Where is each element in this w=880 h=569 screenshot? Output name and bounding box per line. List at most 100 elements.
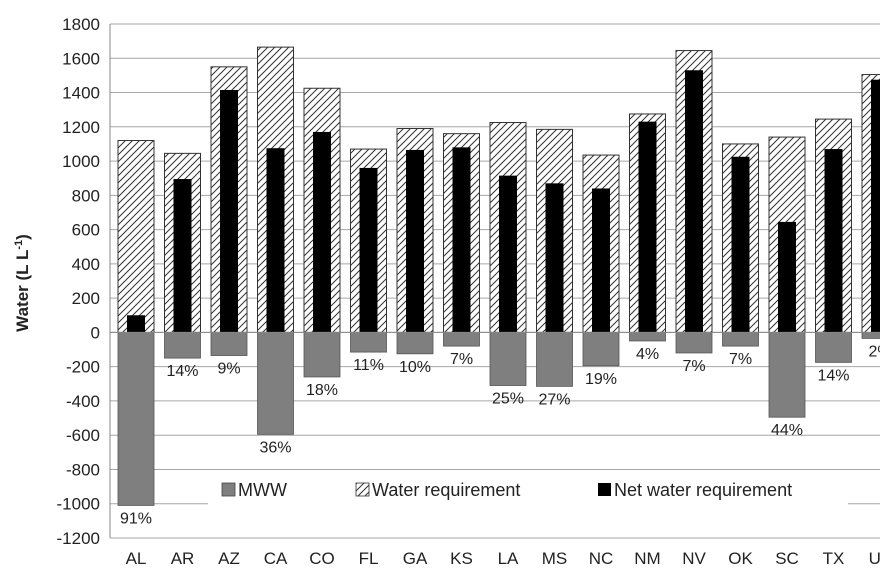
x-tick-label-tx: TX <box>823 549 845 568</box>
x-tick-label-ca: CA <box>264 549 288 568</box>
bar-mww-ks <box>443 331 480 347</box>
y-tick-label: -600 <box>66 426 100 445</box>
x-tick-label-sc: SC <box>775 549 799 568</box>
y-tick-label: 1200 <box>62 118 100 137</box>
percent-label-ms: 27% <box>538 391 570 408</box>
x-tick-label-az: AZ <box>218 549 240 568</box>
percent-label-co: 18% <box>306 382 338 399</box>
bar-net-water-requirement-nv <box>685 70 703 333</box>
y-axis-label: Water (L L-1) <box>13 234 32 332</box>
y-tick-label: 1800 <box>62 15 100 34</box>
legend-label-net-water-requirement: Net water requirement <box>614 480 792 500</box>
legend: MWW Water requirement Net water requirem… <box>208 472 848 510</box>
x-tick-label-co: CO <box>309 549 335 568</box>
x-tick-label-ar: AR <box>171 549 195 568</box>
bar-mww-nc <box>582 331 620 367</box>
percent-label-nm: 4% <box>636 346 659 363</box>
x-tick-label-ks: KS <box>450 549 473 568</box>
bar-mww-ga <box>396 331 434 355</box>
bar-mww-al <box>117 331 155 506</box>
y-tick-label: -1200 <box>57 529 100 548</box>
legend-swatch-net-water-requirement <box>598 483 611 496</box>
bar-net-water-requirement-sc <box>778 221 796 333</box>
bar-net-water-requirement-ga <box>406 149 424 333</box>
bar-net-water-requirement-fl <box>359 167 378 333</box>
legend-box <box>208 472 848 510</box>
bar-net-water-requirement-ok <box>731 156 750 333</box>
y-tick-label: -800 <box>66 460 100 479</box>
y-tick-label: 800 <box>72 186 100 205</box>
percent-label-tx: 14% <box>817 367 849 384</box>
bar-net-water-requirement-ms <box>545 183 564 333</box>
percent-label-ca: 36% <box>259 439 291 456</box>
bar-mww-nm <box>629 331 666 342</box>
x-tick-label-fl: FL <box>359 549 379 568</box>
percent-label-sc: 44% <box>771 422 803 439</box>
bar-net-water-requirement-az <box>220 89 238 333</box>
x-tick-label-al: AL <box>126 549 147 568</box>
y-axis-label-superscript: -1 <box>13 240 25 250</box>
percent-label-al: 91% <box>120 510 152 527</box>
y-tick-label: 400 <box>72 255 100 274</box>
percent-label-ks: 7% <box>450 351 473 368</box>
x-tick-label-ut: UT <box>869 549 880 568</box>
bar-net-water-requirement-ut <box>871 79 880 333</box>
percent-label-fl: 11% <box>353 357 384 374</box>
legend-swatch-water-requirement <box>355 482 370 497</box>
x-tick-label-la: LA <box>498 549 519 568</box>
x-tick-label-ga: GA <box>403 549 428 568</box>
percent-label-la: 25% <box>492 391 524 408</box>
percent-label-nc: 19% <box>585 371 617 388</box>
bar-net-water-requirement-ar <box>173 179 192 333</box>
x-tick-label-nc: NC <box>589 549 614 568</box>
bar-water-requirement-al <box>117 140 155 333</box>
bars <box>117 46 880 506</box>
bar-mww-co <box>303 331 341 378</box>
bar-net-water-requirement-ca <box>266 148 285 333</box>
bar-net-water-requirement-co <box>313 131 331 333</box>
bar-mww-nv <box>675 331 713 354</box>
bar-mww-la <box>489 331 527 386</box>
percent-label-nv: 7% <box>682 358 705 375</box>
percent-label-az: 9% <box>217 361 240 378</box>
bar-mww-ar <box>164 331 201 359</box>
y-axis-label-close: ) <box>13 234 32 240</box>
legend-swatch-mww <box>221 482 236 497</box>
x-tick-label-ok: OK <box>728 549 753 568</box>
bar-net-water-requirement-tx <box>824 149 843 333</box>
bar-net-water-requirement-ks <box>452 147 471 333</box>
percent-label-ga: 10% <box>399 359 431 376</box>
bar-mww-sc <box>768 331 806 418</box>
y-tick-label: -400 <box>66 392 100 411</box>
percent-label-ar: 14% <box>166 363 198 380</box>
bar-net-water-requirement-la <box>499 175 517 333</box>
y-tick-label: -200 <box>66 358 100 377</box>
y-tick-label: 600 <box>72 221 100 240</box>
bar-mww-ca <box>257 331 294 435</box>
percent-label-ut: 2% <box>868 343 880 360</box>
x-tick-label-nm: NM <box>634 549 660 568</box>
bar-net-water-requirement-nm <box>638 121 657 333</box>
percent-labels: 91% 14% 9% 36% 18% 11% 10% 7% 25% 27% 19% 4% 7% 7% 44%… <box>120 343 880 527</box>
y-tick-label: 1600 <box>62 49 100 68</box>
bar-mww-fl <box>350 331 387 353</box>
bar-net-water-requirement-nc <box>592 188 610 333</box>
percent-label-ok: 7% <box>729 351 752 368</box>
x-tick-label-nv: NV <box>682 549 706 568</box>
y-tick-label: 1400 <box>62 84 100 103</box>
legend-label-water-requirement: Water requirement <box>372 480 520 500</box>
y-tick-label: -1000 <box>57 495 100 514</box>
y-tick-label: 0 <box>91 323 100 342</box>
bar-net-water-requirement-al <box>127 315 145 333</box>
bar-mww-ms <box>536 331 573 387</box>
bar-mww-az <box>210 331 248 356</box>
x-tick-label-ms: MS <box>542 549 568 568</box>
y-tick-label: 200 <box>72 289 100 308</box>
y-axis-ticks: -1200 -1000 -800 -600 -400 -200 0 200 400 600 800 1… <box>57 15 100 548</box>
bar-mww-tx <box>815 331 852 363</box>
legend-label-mww: MWW <box>238 480 287 500</box>
x-axis-ticks: AL AR AZ CA CO FL GA KS LA MS NC NM NV OK SC TX UT <box>126 549 880 568</box>
bar-mww-ut <box>861 331 880 339</box>
bar-mww-ok <box>722 331 759 347</box>
